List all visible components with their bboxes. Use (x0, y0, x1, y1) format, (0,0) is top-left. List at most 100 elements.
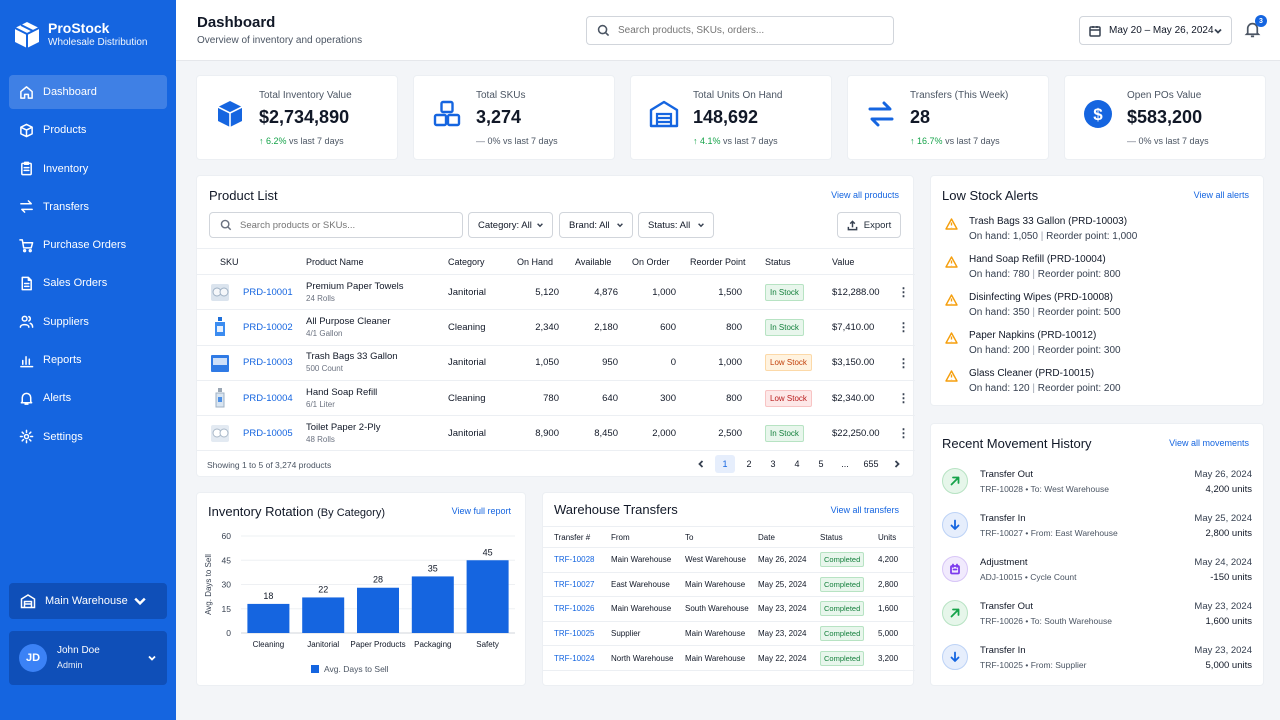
sku-link[interactable]: PRD-10004 (243, 392, 293, 404)
view-all-products-link[interactable]: View all products (831, 190, 899, 200)
column-header[interactable]: On Hand (517, 248, 575, 275)
brand[interactable]: ProStock Wholesale Distribution (14, 20, 148, 49)
page-button[interactable]: 4 (794, 459, 800, 469)
table-row[interactable]: PRD-10001 Premium Paper Towels 24 Rolls J… (197, 274, 915, 311)
column-header[interactable]: Units (878, 526, 915, 548)
view-all-alerts-link[interactable]: View all alerts (1193, 190, 1249, 200)
x-tick-label: Cleaning (253, 640, 285, 649)
page-button[interactable]: 1 (715, 455, 735, 473)
column-header[interactable]: Product Name (306, 248, 448, 275)
row-menu-button[interactable]: ⋮ (892, 345, 915, 381)
column-header[interactable]: Reorder Point (690, 248, 765, 275)
table-row[interactable]: TRF-10028 Main Warehouse West Warehouse … (543, 547, 915, 573)
sidebar-item-alerts[interactable]: Alerts (9, 381, 167, 415)
table-header-row: SKU Product Name Category On Hand Availa… (197, 248, 915, 275)
status-cell: Completed (820, 645, 878, 671)
user-menu[interactable]: JD John Doe Admin (9, 631, 167, 685)
row-menu-button[interactable]: ⋮ (892, 309, 915, 346)
available-cell: 640 (575, 380, 632, 417)
category-filter[interactable]: Category: All (468, 212, 553, 238)
kpi-value: $583,200 (1127, 107, 1203, 127)
view-all-movements-link[interactable]: View all movements (1169, 438, 1249, 448)
table-row[interactable]: TRF-10025 Supplier Main Warehouse May 23… (543, 621, 915, 647)
sidebar-item-transfers[interactable]: Transfers (9, 190, 167, 224)
transfer-link[interactable]: TRF-10028 (554, 555, 595, 565)
column-header[interactable]: Status (765, 248, 832, 275)
transfer-link[interactable]: TRF-10025 (554, 629, 595, 639)
chart-title-suffix: (By Category) (317, 507, 385, 519)
product-name-cell: All Purpose Cleaner 4/1 Gallon (306, 309, 448, 346)
sidebar-item-suppliers[interactable]: Suppliers (9, 305, 167, 339)
user-name: John Doe (57, 645, 100, 656)
dollar-circle-icon: $ (1084, 100, 1112, 128)
transfer-link[interactable]: TRF-10026 (554, 604, 595, 614)
sku-link[interactable]: PRD-10002 (243, 321, 293, 333)
sidebar-item-reports[interactable]: Reports (9, 343, 167, 377)
status-filter[interactable]: Status: All (638, 212, 714, 238)
column-header[interactable]: Available (575, 248, 632, 275)
row-menu-button[interactable]: ⋮ (892, 380, 915, 417)
table-row[interactable]: PRD-10003 Trash Bags 33 Gallon 500 Count … (197, 345, 915, 381)
table-row[interactable]: TRF-10026 Main Warehouse South Warehouse… (543, 596, 915, 622)
product-thumbnail-toilet-paper (211, 425, 229, 443)
search-input[interactable] (618, 25, 878, 36)
export-button[interactable]: Export (837, 212, 901, 238)
sku-link[interactable]: PRD-10001 (243, 286, 293, 298)
row-menu-button[interactable]: ⋮ (892, 415, 915, 452)
notifications-button[interactable]: 3 (1244, 15, 1267, 39)
product-name-cell: Hand Soap Refill 6/1 Liter (306, 380, 448, 417)
trend-up-icon: ↑ (259, 136, 264, 146)
global-search[interactable] (586, 16, 894, 45)
movement-item[interactable]: Transfer Out TRF-10026 • To: South Wareh… (942, 600, 1252, 630)
table-row[interactable]: TRF-10024 North Warehouse Main Warehouse… (543, 645, 915, 671)
table-row[interactable]: PRD-10005 Toilet Paper 2-Ply 48 Rolls Jan… (197, 415, 915, 452)
sidebar-item-products[interactable]: Products (9, 113, 167, 147)
table-row[interactable]: TRF-10027 East Warehouse Main Warehouse … (543, 572, 915, 598)
sidebar-item-settings[interactable]: Settings (9, 420, 167, 454)
row-menu-button[interactable]: ⋮ (892, 274, 915, 311)
sidebar-item-purchase-orders[interactable]: Purchase Orders (9, 228, 167, 262)
transfer-arrows-icon (868, 101, 894, 127)
view-full-report-link[interactable]: View full report (451, 506, 511, 516)
sku-link[interactable]: PRD-10005 (243, 427, 293, 439)
table-row[interactable]: PRD-10002 All Purpose Cleaner 4/1 Gallon … (197, 309, 915, 346)
column-header[interactable]: To (685, 526, 758, 548)
column-header[interactable]: Category (448, 248, 517, 275)
movement-item[interactable]: Transfer Out TRF-10028 • To: West Wareho… (942, 468, 1252, 498)
movement-item[interactable]: Transfer In TRF-10025 • From: Supplier M… (942, 644, 1252, 674)
column-header[interactable]: Status (820, 526, 878, 548)
sidebar-item-dashboard[interactable]: Dashboard (9, 75, 167, 109)
page-button[interactable]: 5 (818, 459, 824, 469)
column-header[interactable]: SKU (197, 248, 306, 275)
table-row[interactable]: PRD-10004 Hand Soap Refill 6/1 Liter Clea… (197, 380, 915, 417)
product-search-input[interactable] (240, 219, 450, 231)
page-ellipsis: ... (841, 459, 849, 469)
next-page-button[interactable] (887, 455, 907, 473)
bar-janitorial (302, 597, 345, 633)
page-button[interactable]: 655 (863, 459, 879, 469)
brand-filter[interactable]: Brand: All (559, 212, 633, 238)
column-header[interactable]: Value (832, 248, 892, 275)
warehouse-selector[interactable]: Main Warehouse (9, 583, 167, 619)
units-cell: 2,800 (878, 572, 915, 598)
view-all-transfers-link[interactable]: View all transfers (830, 505, 899, 515)
movement-item[interactable]: Transfer In TRF-10027 • From: East Wareh… (942, 512, 1252, 542)
sidebar-item-inventory[interactable]: Inventory (9, 152, 167, 186)
movement-item[interactable]: Adjustment ADJ-10015 • Cycle Count May 2… (942, 556, 1252, 586)
movement-reference: TRF-10028 • To: West Warehouse (980, 484, 1109, 494)
transfer-link[interactable]: TRF-10024 (554, 653, 595, 663)
product-thumbnail-soap-bottle (215, 388, 225, 408)
transfer-link[interactable]: TRF-10027 (554, 579, 595, 589)
column-header[interactable]: From (611, 526, 685, 548)
date-range-picker[interactable]: May 20 – May 26, 2024 (1079, 16, 1232, 45)
product-search[interactable] (209, 212, 463, 238)
column-header[interactable]: On Order (632, 248, 690, 275)
page-button[interactable]: 3 (770, 459, 776, 469)
prev-page-button[interactable] (691, 455, 711, 473)
sidebar-item-sales-orders[interactable]: Sales Orders (9, 266, 167, 300)
column-header[interactable]: Transfer # (543, 526, 611, 548)
category-cell: Cleaning (448, 380, 517, 417)
page-button[interactable]: 2 (746, 459, 752, 469)
sku-link[interactable]: PRD-10003 (243, 357, 293, 369)
column-header[interactable]: Date (758, 526, 820, 548)
